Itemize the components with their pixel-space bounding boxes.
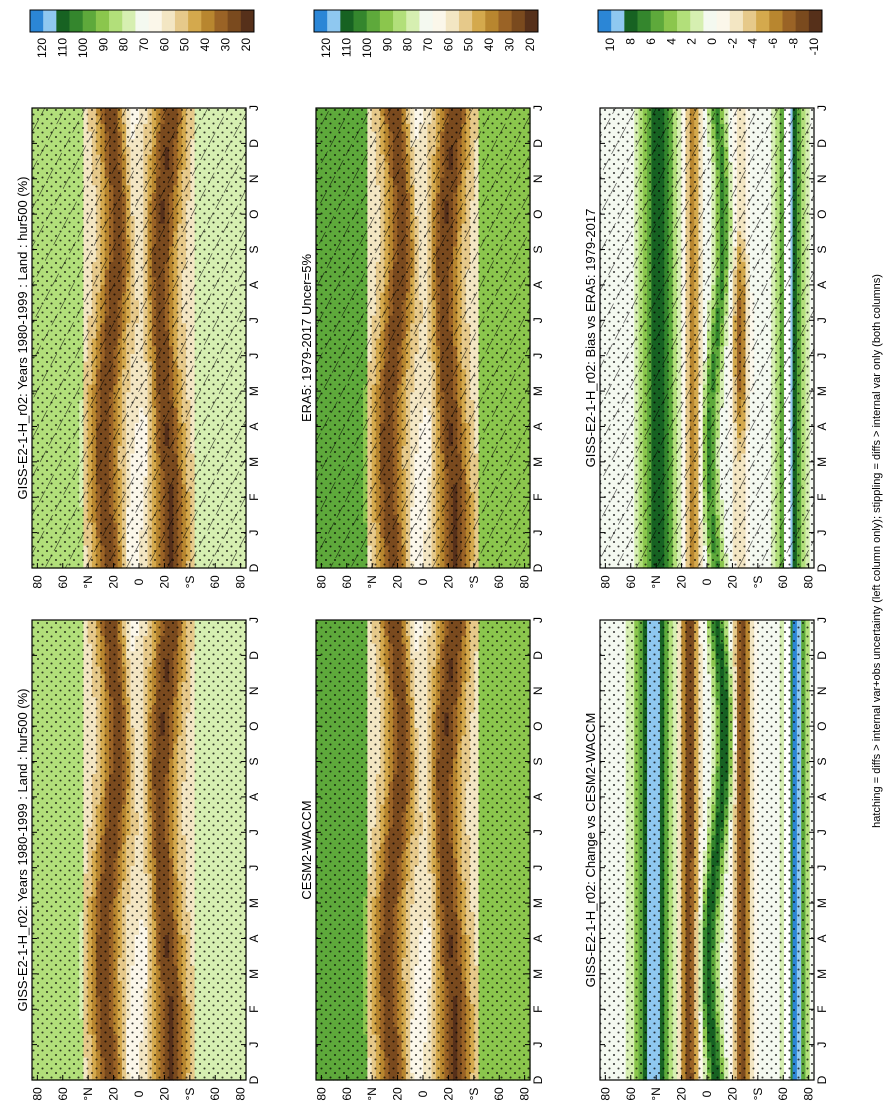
x-tick-label: D [247,139,261,148]
panel-0: D J F M A M J J A S O N D J 80 60 °N 20 0 20 °S 60 80 GISS-E2-1… [15,105,261,589]
x-tick-label: F [247,494,261,501]
x-tick-label: M [247,457,261,467]
y-tick-label: 80 [30,575,44,589]
y-tick-label: 20 [107,575,121,589]
hatching-overlay [32,108,246,568]
y-tick-label: 60 [56,575,70,589]
x-tick-label: O [247,209,261,218]
x-tick-label: A [247,422,261,430]
y-tick-label: °N [81,575,95,588]
x-tick-label: J [247,530,261,536]
y-tick-label: 20 [157,575,171,589]
y-tick-label: 60 [208,575,222,589]
y-tick-label: 80 [234,575,248,589]
y-tick-label: °S [183,576,197,589]
x-tick-label: M [247,386,261,396]
panels-layer: D J F M A M J J A S O N D J 80 60 °N 20 0 20 °S 60 80 GISS-E2-1… [15,105,829,1101]
x-tick-label: J [247,317,261,323]
panel-title: GISS-E2-1-H_r02: Years 1980-1999 : Land … [15,176,30,499]
x-tick-label: D [247,563,261,572]
x-tick-label: N [247,174,261,183]
x-tick-label: A [247,281,261,289]
x-tick-label: J [247,353,261,359]
x-tick-label: S [247,246,261,254]
y-tick-label: 0 [132,578,146,585]
x-tick-label: J [247,105,261,111]
